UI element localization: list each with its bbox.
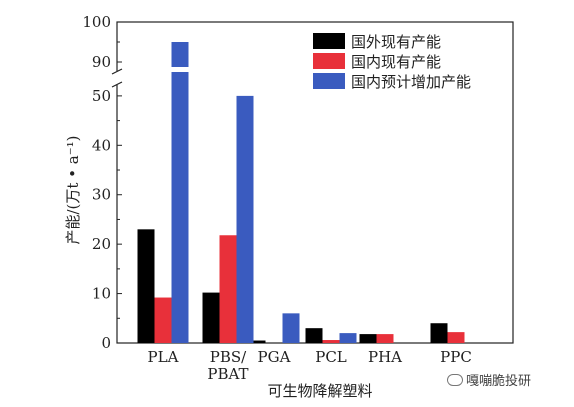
legend-swatch — [313, 53, 345, 69]
y-tick-label: 40 — [92, 136, 111, 154]
x-category-label: PBS/ — [210, 348, 247, 366]
x-category-label: PBAT — [207, 365, 248, 383]
axis-break-mark — [111, 81, 123, 88]
y-axis-title: 产能/(万t • a⁻¹) — [64, 135, 82, 244]
y-axis: 0 10 20 30 40 50 90 100 — [82, 13, 122, 352]
bar — [305, 328, 323, 343]
legend-label: 国内预计增加产能 — [351, 73, 471, 91]
x-category-label: PHA — [368, 348, 402, 366]
y-tick-label: 50 — [92, 87, 111, 105]
bar — [137, 229, 155, 343]
watermark-text: 嘎嘣脆投研 — [466, 374, 532, 389]
y-tick-label: 0 — [101, 334, 111, 352]
bar — [322, 340, 340, 343]
bar — [171, 72, 189, 343]
bar — [359, 334, 377, 343]
x-axis-title: 可生物降解塑料 — [267, 382, 372, 400]
x-category-label: PPC — [440, 348, 472, 366]
bar — [376, 334, 394, 343]
wechat-icon — [447, 374, 463, 386]
bar — [202, 292, 220, 343]
legend-swatch — [313, 73, 345, 89]
y-tick-label: 90 — [92, 53, 111, 71]
x-category-label: PGA — [258, 348, 291, 366]
x-category-label: PCL — [315, 348, 347, 366]
bar — [154, 297, 172, 343]
legend-label: 国内现有产能 — [351, 53, 441, 71]
bar — [236, 95, 254, 343]
y-tick-label: 30 — [92, 186, 111, 204]
bar — [430, 323, 448, 343]
legend-swatch — [313, 33, 345, 49]
bar — [219, 235, 237, 343]
bar-upper-segment — [171, 42, 189, 67]
watermark: 嘎嘣脆投研 — [447, 370, 531, 389]
axis-break-mark — [111, 68, 123, 75]
x-axis: PLA PBS/PBAT PGA PCL PHA PPC — [148, 348, 472, 383]
x-category-label: PLA — [148, 348, 179, 366]
axis-break-gap — [113, 71, 121, 85]
bar — [282, 313, 300, 343]
bars — [137, 42, 465, 343]
y-tick-label: 10 — [92, 285, 111, 303]
legend-label: 国外现有产能 — [351, 33, 441, 51]
y-tick-label: 20 — [92, 235, 111, 253]
y-tick-label: 100 — [82, 13, 111, 31]
bar — [339, 333, 357, 343]
bar — [447, 332, 465, 343]
bar — [248, 340, 266, 343]
